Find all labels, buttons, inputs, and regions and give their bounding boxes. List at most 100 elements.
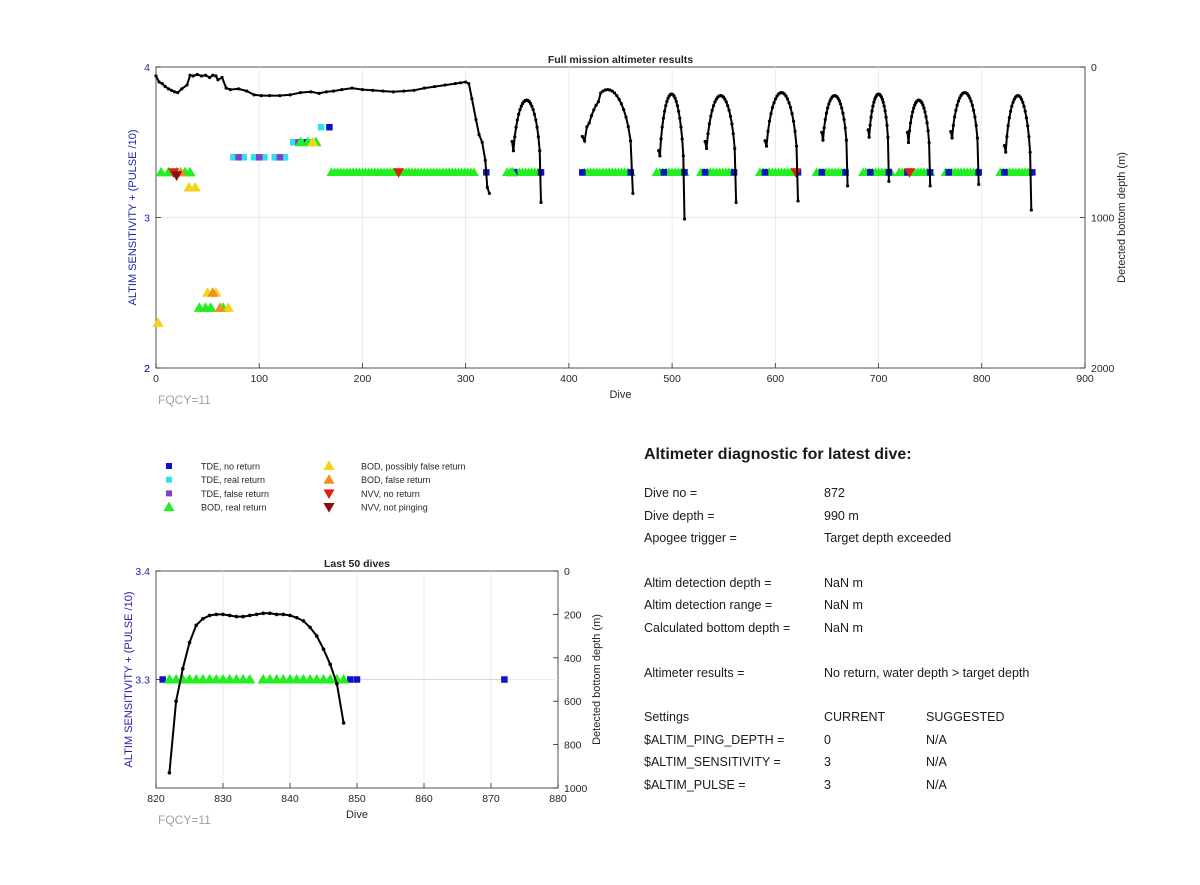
dive-trace-point (1008, 109, 1013, 113)
dive-trace-point (822, 126, 826, 130)
dive-trace-point (724, 100, 728, 104)
dive-trace-point (631, 191, 635, 196)
dive-trace-point (532, 112, 537, 116)
nvv-not-pinging-marker (171, 171, 183, 181)
dive-trace-point (769, 111, 773, 116)
dive-trace-point (511, 149, 516, 153)
dive-trace-point (536, 135, 540, 139)
depth-trace-point (224, 86, 228, 90)
y2-tick-label: 400 (564, 653, 582, 665)
dive-trace-point (730, 122, 734, 126)
dive-trace-point (796, 199, 800, 203)
dive-trace-point (766, 129, 770, 133)
last50-trace-point (187, 640, 192, 645)
dive-trace-point (681, 154, 685, 158)
tde-real-return-marker (290, 139, 297, 146)
tde-no-return-marker (842, 169, 849, 176)
diagnostic-row: Altim detection range = NaN m (644, 598, 1164, 621)
y-tick-label: 2 (144, 363, 150, 375)
last50-trace-point (194, 623, 198, 628)
dive-trace-point (599, 91, 603, 95)
diagnostic-rows: Dive no = 872 Dive depth = 990 m Apogee trig… (644, 486, 1164, 801)
chart-title: Last 50 dives (324, 558, 390, 570)
depth-trace-point (458, 81, 463, 85)
dive-trace-point (519, 104, 523, 108)
x-tick-label: 830 (214, 793, 232, 805)
dive-trace-point (973, 115, 977, 119)
tde-real-return-marker (240, 154, 247, 161)
bod-real-return-marker (184, 166, 196, 177)
dive-trace-point (882, 104, 886, 108)
dive-trace-point (820, 130, 824, 134)
depth-trace-point (180, 87, 184, 91)
tde-real-return-marker (250, 154, 258, 161)
dive-trace-point (713, 100, 717, 104)
diagnostic-label: Altimeter results = (644, 665, 745, 680)
diagnostic-value: CURRENT (824, 710, 886, 725)
x-axis-label: Dive (609, 389, 631, 401)
diagnostic-suggested: SUGGESTED (926, 710, 1005, 725)
dive-trace-point (615, 94, 619, 98)
x-tick-label: 870 (482, 793, 500, 805)
diagnostic-spacer (644, 688, 1164, 710)
dive-trace-point (1019, 97, 1024, 101)
fqcy-annotation: FQCY=11 (158, 813, 211, 827)
dive-trace-point (925, 121, 929, 125)
y-tick-label: 3.4 (135, 566, 150, 578)
diagnostic-label: Apogee trigger = (644, 531, 737, 546)
dive-trace-point (921, 103, 925, 107)
fqcy-annotation: FQCY=11 (158, 393, 211, 407)
bod-possibly-false-marker (307, 136, 319, 147)
depth-trace-point (480, 140, 484, 144)
x-tick-label: 880 (549, 793, 567, 805)
legend-label-nvv-not-pinging: NVV, not pinging (361, 503, 428, 513)
depth-trace-point (191, 74, 195, 78)
dive-trace-point (870, 109, 874, 113)
legend-marker-tde-false-return (166, 490, 172, 497)
last50-trace-point (315, 634, 319, 638)
dive-trace-point (733, 146, 737, 151)
tde-no-return-marker (159, 676, 166, 683)
dive-trace-point (680, 137, 684, 141)
depth-trace-point (422, 86, 426, 90)
depth-trace-point (195, 72, 199, 77)
dive-trace-point (951, 123, 955, 128)
diagnostic-label: $ALTIM_PING_DEPTH = (644, 732, 785, 747)
dive-trace-point (767, 119, 772, 123)
diagnostic-value: 0 (824, 732, 831, 747)
dive-trace-point (788, 105, 793, 110)
last50-trace-point (221, 612, 225, 617)
tde-no-return-marker (660, 169, 668, 176)
dive-trace-point (837, 99, 841, 103)
last50-trace-point (328, 662, 333, 667)
y-tick-label: 3 (144, 213, 150, 225)
last50-trace-point (181, 666, 185, 671)
dive-trace-point (1027, 134, 1031, 139)
last50-trace-point (321, 647, 326, 651)
legend-marker-bod-possibly-false (323, 460, 335, 471)
dive-trace-point (841, 111, 845, 115)
diagnostic-label: Settings (644, 710, 690, 725)
dive-trace-point (528, 101, 533, 106)
last50-trace-point (261, 611, 266, 616)
dive-trace-point (843, 126, 847, 130)
nvv-no-return-marker (392, 168, 405, 178)
dive-trace-point (923, 110, 927, 114)
y-axis-label: ALTIM SENSITIVITY + (PULSE /10) (123, 592, 135, 768)
tde-false-return-marker (255, 154, 263, 161)
x-tick-label: 200 (354, 373, 372, 385)
dive-trace-point (866, 128, 870, 132)
diagnostic-suggested: N/A (926, 732, 947, 747)
dive-trace-point (845, 184, 850, 188)
x-tick-label: 800 (973, 373, 991, 385)
nvv-no-return-marker (903, 168, 916, 178)
x-tick-label: 500 (663, 373, 681, 385)
dive-trace-point (793, 129, 797, 133)
depth-trace-point (185, 83, 189, 87)
dive-trace-point (734, 200, 738, 205)
dive-trace-point (583, 139, 587, 143)
diagnostic-row: Altim detection depth = NaN m (644, 576, 1164, 599)
diagnostic-value: NaN m (824, 575, 863, 590)
tde-real-return-marker (261, 154, 268, 161)
dive-trace-point (975, 136, 980, 140)
